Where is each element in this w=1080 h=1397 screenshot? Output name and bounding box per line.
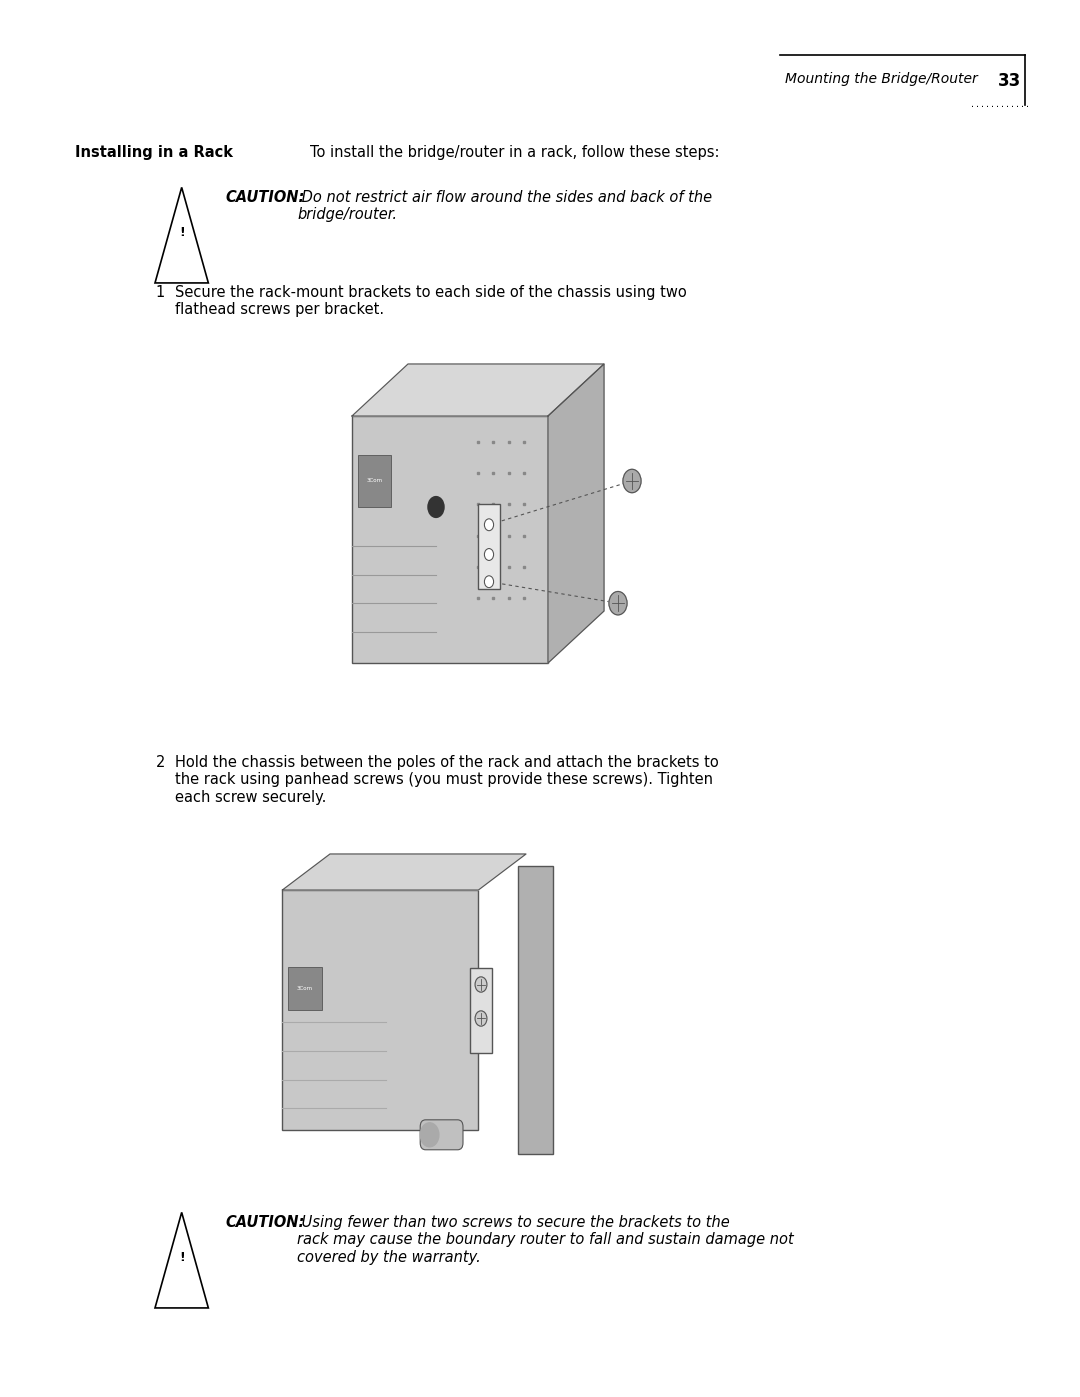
Text: CAUTION:: CAUTION: — [225, 1215, 305, 1229]
Text: Mounting the Bridge/Router: Mounting the Bridge/Router — [785, 73, 977, 87]
Circle shape — [475, 1011, 487, 1027]
FancyBboxPatch shape — [517, 866, 553, 1154]
Circle shape — [428, 496, 444, 517]
Polygon shape — [282, 854, 526, 890]
Text: ............: ............ — [970, 101, 1030, 109]
Text: 3Com: 3Com — [297, 986, 313, 990]
Text: !: ! — [179, 226, 185, 239]
Polygon shape — [548, 365, 604, 664]
FancyBboxPatch shape — [282, 890, 478, 1130]
Circle shape — [475, 977, 487, 992]
Text: To install the bridge/router in a rack, follow these steps:: To install the bridge/router in a rack, … — [310, 145, 719, 161]
Circle shape — [609, 591, 627, 615]
Polygon shape — [352, 365, 604, 416]
Circle shape — [485, 576, 494, 588]
Text: 1: 1 — [156, 285, 165, 300]
Text: 33: 33 — [998, 73, 1022, 89]
FancyBboxPatch shape — [420, 1120, 463, 1150]
Circle shape — [623, 469, 642, 493]
Text: Installing in a Rack: Installing in a Rack — [75, 145, 233, 161]
FancyBboxPatch shape — [288, 967, 322, 1010]
Circle shape — [420, 1123, 438, 1147]
Text: Using fewer than two screws to secure the brackets to the
rack may cause the bou: Using fewer than two screws to secure th… — [297, 1215, 794, 1264]
Text: Hold the chassis between the poles of the rack and attach the brackets to
the ra: Hold the chassis between the poles of th… — [175, 754, 719, 805]
Text: Secure the rack-mount brackets to each side of the chassis using two
flathead sc: Secure the rack-mount brackets to each s… — [175, 285, 687, 317]
Text: 2: 2 — [156, 754, 165, 770]
Text: CAUTION:: CAUTION: — [225, 190, 305, 205]
Circle shape — [485, 518, 494, 531]
Text: 3Com: 3Com — [366, 479, 382, 483]
FancyBboxPatch shape — [352, 416, 548, 664]
Text: !: ! — [179, 1250, 185, 1264]
Text: Do not restrict air flow around the sides and back of the
bridge/router.: Do not restrict air flow around the side… — [297, 190, 712, 222]
FancyBboxPatch shape — [357, 455, 391, 507]
Circle shape — [485, 549, 494, 560]
FancyBboxPatch shape — [478, 503, 500, 588]
FancyBboxPatch shape — [470, 968, 492, 1052]
